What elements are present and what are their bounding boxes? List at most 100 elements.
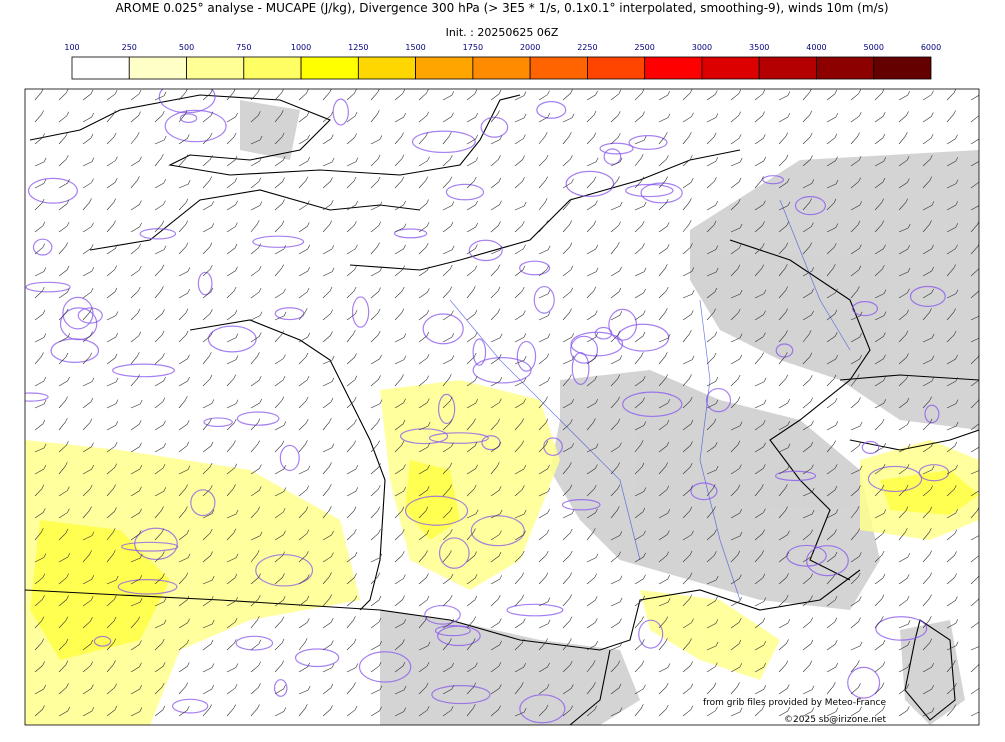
wind-barb [442,355,455,365]
wind-barb [538,113,551,123]
wind-barb [490,245,503,255]
wind-barb [346,375,358,387]
wind-barb [706,331,718,343]
colorbar-label: 250 [122,43,137,52]
contour [480,116,509,138]
wind-barb [538,132,548,145]
wind-barb [634,220,645,233]
wind-barb [730,707,743,717]
wind-barb [898,330,909,343]
wind-barb [442,264,453,277]
wind-barb [682,661,693,673]
wind-barb [130,111,141,123]
wind-barb [394,574,406,585]
wind-barb [538,704,549,717]
wind-barb [466,528,476,541]
wind-barb [706,706,718,717]
contour [134,527,178,561]
wind-barb [370,572,381,585]
wind-barb [514,113,527,123]
wind-barb [514,440,524,453]
wind-barb [82,331,93,343]
wind-barb [586,443,599,453]
wind-barb [754,352,764,365]
wind-barb [562,178,574,189]
wind-barb [274,89,284,101]
wind-barb [82,178,94,189]
wind-barb [58,595,69,607]
wind-barb [874,198,884,211]
wind-barb [490,441,502,453]
wind-barb [946,508,958,519]
wind-barb [850,374,860,387]
wind-barb [58,333,71,343]
wind-barb [442,506,453,519]
wind-barb [154,200,166,211]
wind-barb [634,376,646,387]
wind-barb [130,374,140,387]
wind-barb [106,265,117,277]
wind-barb [154,135,167,145]
wind-barb [946,223,959,233]
contour [445,183,485,201]
wind-barb [442,594,453,607]
wind-barb [274,220,285,233]
wind-barb [274,508,286,519]
wind-barb [514,662,526,673]
wind-barb [106,638,117,651]
wind-barb [874,220,885,233]
wind-barb [418,331,430,343]
wind-barb [634,310,646,321]
wind-barb [922,465,935,475]
wind-barb [970,267,979,277]
wind-barb [466,244,478,255]
wind-barb [370,617,382,629]
wind-barb [706,551,717,563]
wind-barb [898,683,910,695]
wind-barb [562,684,574,695]
wind-barb [754,399,767,409]
wind-barb [706,377,719,387]
wind-barb [322,484,332,497]
wind-barb [130,132,140,145]
wind-barb [874,265,885,277]
wind-barb [970,490,979,497]
wind-barb [178,89,188,101]
wind-barb [58,89,69,101]
wind-barb [490,135,503,145]
wind-barb [178,682,188,695]
wind-barb [250,573,261,585]
wind-barb [850,397,861,409]
wind-barb [202,596,214,607]
wind-barb [322,89,332,101]
colorbar-label: 3000 [692,43,712,52]
contour [794,195,826,216]
wind-barb [754,134,766,145]
wind-barb [658,597,671,607]
wind-barb [898,198,908,211]
wind-barb [322,618,334,629]
wind-barb [778,684,790,695]
wind-barb [394,464,406,475]
wind-barb [154,662,166,673]
wind-barb [394,639,405,651]
wind-barb [730,198,741,211]
wind-barb [970,597,979,607]
wind-barb [418,616,428,629]
wind-barb [970,688,979,695]
wind-barb [202,462,213,475]
wind-barb [898,353,909,365]
wind-barb [274,660,284,673]
wind-barb [202,441,214,453]
wind-barb [466,112,478,123]
wind-barb [226,399,239,409]
wind-barb [514,530,526,541]
wind-barb [298,89,309,101]
divergence-contours [25,89,950,724]
wind-barb [754,529,765,541]
wind-barb [346,265,357,277]
wind-barb [490,705,501,717]
wind-barb [682,572,693,585]
wind-barb [394,419,406,431]
wind-barb [802,397,813,409]
